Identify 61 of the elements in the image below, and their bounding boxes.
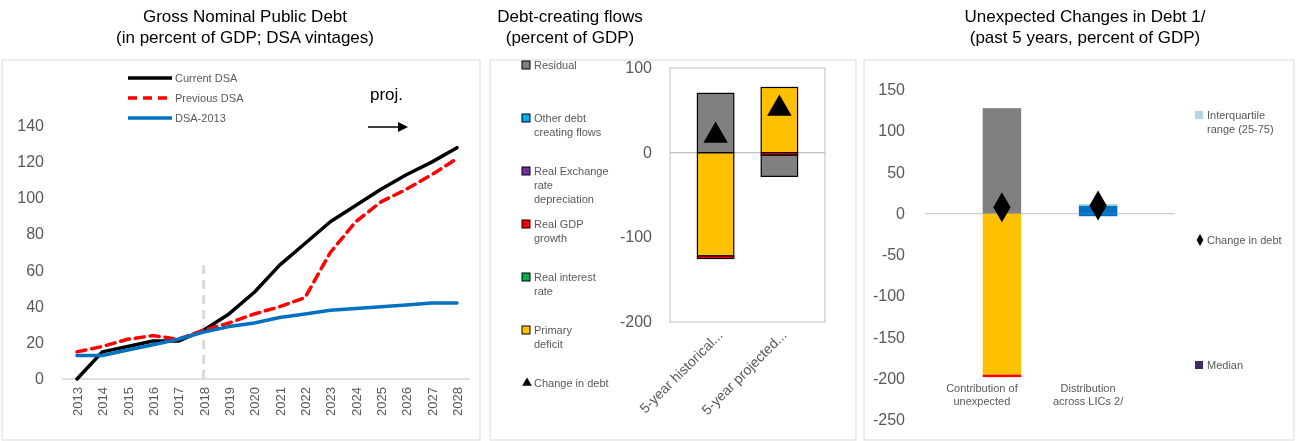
- x-tick-label: 2013: [70, 387, 85, 416]
- x-tick-label: 2021: [272, 387, 288, 416]
- y-tick-label: 100: [17, 189, 45, 207]
- x-tick-label: 2024: [348, 387, 364, 416]
- chart-title: Gross Nominal Public Debt: [142, 7, 348, 26]
- legend-label: Real interest rate: [534, 271, 596, 297]
- y-tick-label: 100: [878, 122, 906, 140]
- x-tick-label: 2018: [196, 387, 212, 416]
- legend-label: Primary deficit: [534, 324, 573, 350]
- bar: [760, 154, 799, 177]
- x-tick-label: 2022: [298, 387, 313, 416]
- x-tick-label: Contribution of unexpected: [946, 382, 1019, 407]
- legend-label: Real Exchange rate depreciation: [534, 165, 609, 205]
- legend-label: Interquartile range (25-75): [1207, 109, 1274, 135]
- legend-label: Change in debt: [534, 377, 609, 389]
- chart-subtitle: (past 5 years, percent of GDP): [969, 28, 1201, 47]
- x-tick-label: 2025: [374, 387, 389, 416]
- x-tick-label: 2019: [222, 387, 237, 416]
- legend-label: Current DSA: [175, 72, 239, 84]
- y-tick-label: 0: [896, 204, 906, 222]
- legend-label: Median: [1207, 359, 1244, 371]
- x-tick-label: 2017: [171, 387, 187, 416]
- legend-label: Residual: [534, 59, 577, 71]
- y-tick-label: -200: [872, 369, 906, 387]
- chart-title: Unexpected Changes in Debt 1/: [964, 7, 1206, 26]
- line-series: [75, 301, 459, 358]
- x-tick-label: 2015: [120, 387, 136, 416]
- chart-title: Debt-creating flows: [497, 7, 643, 26]
- x-tick-label: 2023: [323, 387, 339, 416]
- text: proj.: [370, 85, 404, 104]
- y-tick-label: 120: [17, 153, 45, 171]
- y-tick-label: 0: [35, 370, 45, 387]
- y-tick-label: -200: [619, 313, 653, 330]
- chart-subtitle: (percent of GDP): [505, 28, 635, 47]
- y-tick-label: 20: [26, 333, 45, 351]
- legend-label: Change in debt: [1207, 234, 1282, 246]
- y-tick-label: -250: [872, 411, 906, 428]
- y-tick-label: -150: [872, 328, 906, 346]
- y-tick-label: 50: [887, 163, 906, 181]
- y-tick-label: 60: [26, 261, 45, 279]
- y-tick-label: 0: [643, 143, 653, 161]
- y-tick-label: 80: [26, 225, 45, 243]
- y-tick-label: 100: [625, 59, 653, 76]
- y-tick-label: 150: [878, 81, 906, 98]
- y-tick-label: -100: [872, 287, 906, 305]
- y-tick-label: -100: [619, 228, 653, 246]
- legend-label: Previous DSA: [175, 92, 245, 104]
- legend-label: Other debt creating flows: [534, 112, 602, 138]
- y-tick-label: 140: [17, 117, 45, 134]
- x-tick-label: 2014: [95, 387, 111, 416]
- y-tick-label: -50: [881, 246, 906, 263]
- legend-label: Real GDP growth: [534, 218, 584, 244]
- x-tick-label: 2027: [424, 387, 440, 416]
- x-tick-label: 2016: [146, 387, 161, 416]
- y-tick-label: 40: [26, 297, 45, 315]
- x-tick-label: 2020: [247, 387, 263, 416]
- x-tick-label: 2028: [450, 387, 465, 416]
- chart-subtitle: (in percent of GDP; DSA vintages): [116, 28, 374, 47]
- x-tick-label: Distribution across LICs 2/: [1052, 382, 1125, 407]
- x-tick-label: 2026: [399, 387, 415, 416]
- legend-label: DSA-2013: [175, 112, 226, 124]
